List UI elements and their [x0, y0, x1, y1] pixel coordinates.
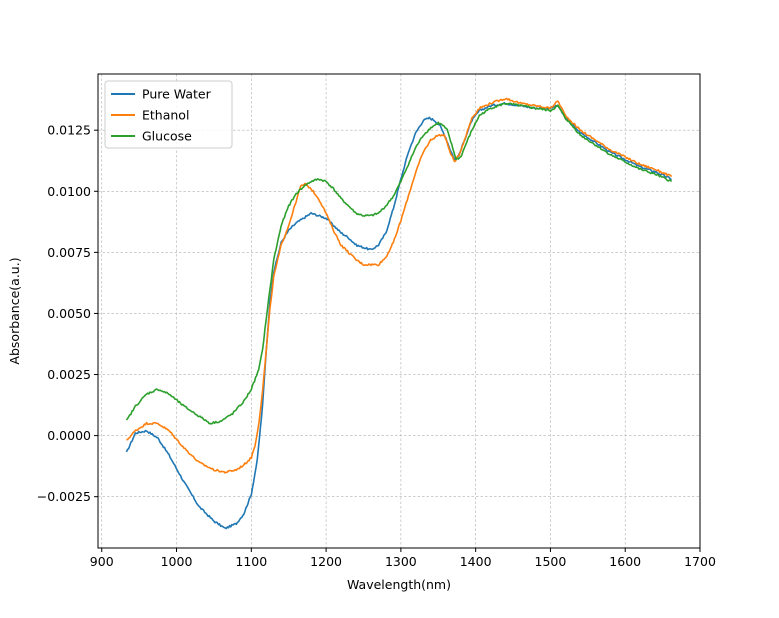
x-axis: 900 1000 1100 1200 1300 1400 1500 1600 1700	[90, 548, 716, 569]
series-lines	[125, 97, 673, 530]
series-line-pure-water	[125, 101, 672, 530]
x-tick-label: 1300	[385, 554, 417, 569]
y-tick-label: 0.0125	[47, 123, 91, 138]
legend-label: Glucose	[142, 129, 192, 144]
series-line-ethanol	[126, 97, 673, 474]
legend: Pure Water Ethanol Glucose	[104, 80, 233, 149]
x-tick-label: 1700	[684, 554, 716, 569]
x-tick-label: 900	[90, 554, 114, 569]
legend-label: Pure Water	[142, 87, 212, 102]
x-tick-label: 1600	[609, 554, 641, 569]
legend-box	[104, 80, 233, 149]
plot-frame	[97, 73, 701, 549]
x-tick-label: 1200	[310, 554, 342, 569]
y-tick-label: 0.0100	[47, 184, 91, 199]
x-tick-label: 1400	[460, 554, 492, 569]
x-axis-label: Wavelength(nm)	[347, 577, 451, 592]
x-tick-label: 1500	[535, 554, 567, 569]
y-axis: −0.0025 0.0000 0.0025 0.0050 0.0075 0.0100 0.0…	[37, 123, 98, 504]
series-line-glucose	[125, 102, 673, 425]
x-tick-label: 1100	[235, 554, 267, 569]
y-tick-label: 0.0075	[47, 245, 91, 260]
y-tick-label: 0.0050	[47, 306, 91, 321]
x-tick-label: 1000	[161, 554, 193, 569]
y-tick-label: 0.0000	[47, 428, 91, 443]
y-tick-label: −0.0025	[37, 489, 91, 504]
legend-label: Ethanol	[142, 108, 189, 123]
y-axis-label: Absorbance(a.u.)	[7, 257, 22, 364]
y-tick-label: 0.0025	[47, 367, 91, 382]
